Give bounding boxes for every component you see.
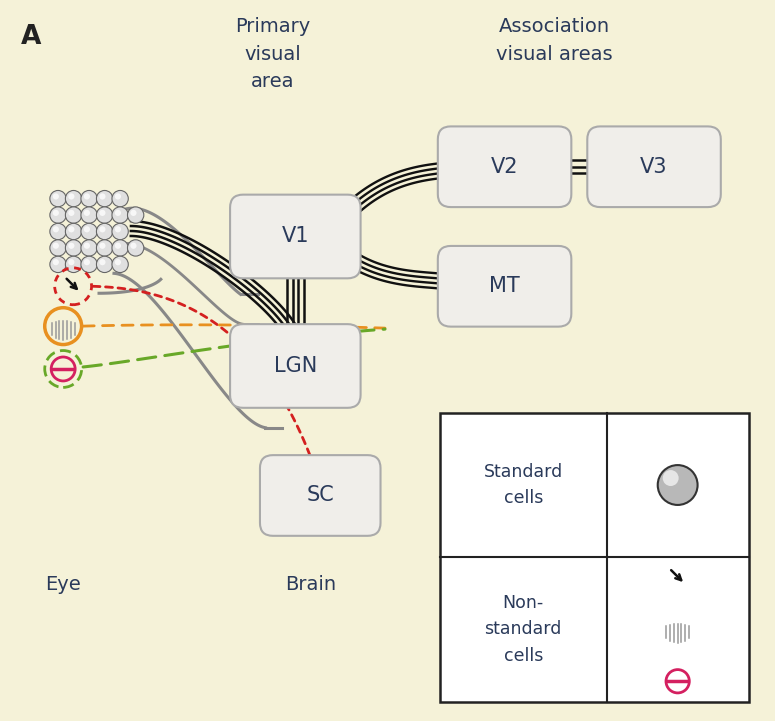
Bar — [439, 413, 749, 702]
Circle shape — [84, 259, 90, 265]
Circle shape — [112, 240, 129, 256]
Circle shape — [112, 256, 129, 273]
Circle shape — [50, 207, 66, 224]
Circle shape — [53, 259, 59, 265]
Circle shape — [68, 243, 74, 249]
Circle shape — [127, 207, 144, 224]
Circle shape — [96, 240, 113, 256]
Circle shape — [84, 210, 90, 216]
Circle shape — [53, 243, 59, 249]
Circle shape — [65, 256, 81, 273]
FancyBboxPatch shape — [260, 455, 381, 536]
Circle shape — [81, 190, 97, 207]
Circle shape — [84, 226, 90, 232]
Circle shape — [99, 210, 105, 216]
Text: Non-
standard
cells: Non- standard cells — [484, 594, 562, 665]
Text: Primary
visual
area: Primary visual area — [235, 17, 310, 91]
Circle shape — [81, 224, 97, 239]
Circle shape — [99, 259, 105, 265]
Circle shape — [115, 193, 121, 200]
Text: Brain: Brain — [284, 575, 336, 594]
Text: Eye: Eye — [45, 575, 81, 594]
Circle shape — [50, 190, 66, 207]
Circle shape — [112, 207, 129, 224]
Text: V2: V2 — [491, 156, 518, 177]
FancyBboxPatch shape — [438, 126, 571, 207]
Circle shape — [96, 224, 113, 239]
Circle shape — [130, 210, 136, 216]
Circle shape — [53, 210, 59, 216]
Circle shape — [127, 240, 144, 256]
Circle shape — [50, 256, 66, 273]
Circle shape — [53, 193, 59, 200]
Text: MT: MT — [489, 276, 520, 296]
Circle shape — [96, 190, 113, 207]
Circle shape — [68, 210, 74, 216]
Circle shape — [50, 224, 66, 239]
Text: V3: V3 — [640, 156, 668, 177]
Text: SC: SC — [306, 485, 334, 505]
Text: V1: V1 — [281, 226, 309, 247]
Circle shape — [50, 240, 66, 256]
Circle shape — [115, 210, 121, 216]
Circle shape — [84, 193, 90, 200]
Circle shape — [99, 243, 105, 249]
Circle shape — [65, 224, 81, 239]
Circle shape — [65, 240, 81, 256]
FancyBboxPatch shape — [230, 195, 360, 278]
Circle shape — [96, 256, 113, 273]
Circle shape — [112, 224, 129, 239]
Circle shape — [68, 226, 74, 232]
Circle shape — [130, 243, 136, 249]
Circle shape — [65, 190, 81, 207]
Circle shape — [65, 207, 81, 224]
Text: A: A — [22, 25, 42, 50]
FancyBboxPatch shape — [587, 126, 721, 207]
Text: Standard
cells: Standard cells — [484, 463, 563, 507]
FancyBboxPatch shape — [438, 246, 571, 327]
Text: LGN: LGN — [274, 356, 317, 376]
Circle shape — [658, 465, 698, 505]
Circle shape — [68, 193, 74, 200]
Text: Association
visual areas: Association visual areas — [496, 17, 613, 63]
Circle shape — [112, 190, 129, 207]
Circle shape — [68, 259, 74, 265]
Circle shape — [663, 470, 679, 486]
Circle shape — [81, 240, 97, 256]
Circle shape — [81, 256, 97, 273]
Circle shape — [81, 207, 97, 224]
Circle shape — [115, 259, 121, 265]
Circle shape — [53, 226, 59, 232]
Circle shape — [84, 243, 90, 249]
Circle shape — [99, 226, 105, 232]
Circle shape — [115, 226, 121, 232]
Circle shape — [96, 207, 113, 224]
Circle shape — [99, 193, 105, 200]
FancyBboxPatch shape — [230, 324, 360, 408]
Circle shape — [115, 243, 121, 249]
